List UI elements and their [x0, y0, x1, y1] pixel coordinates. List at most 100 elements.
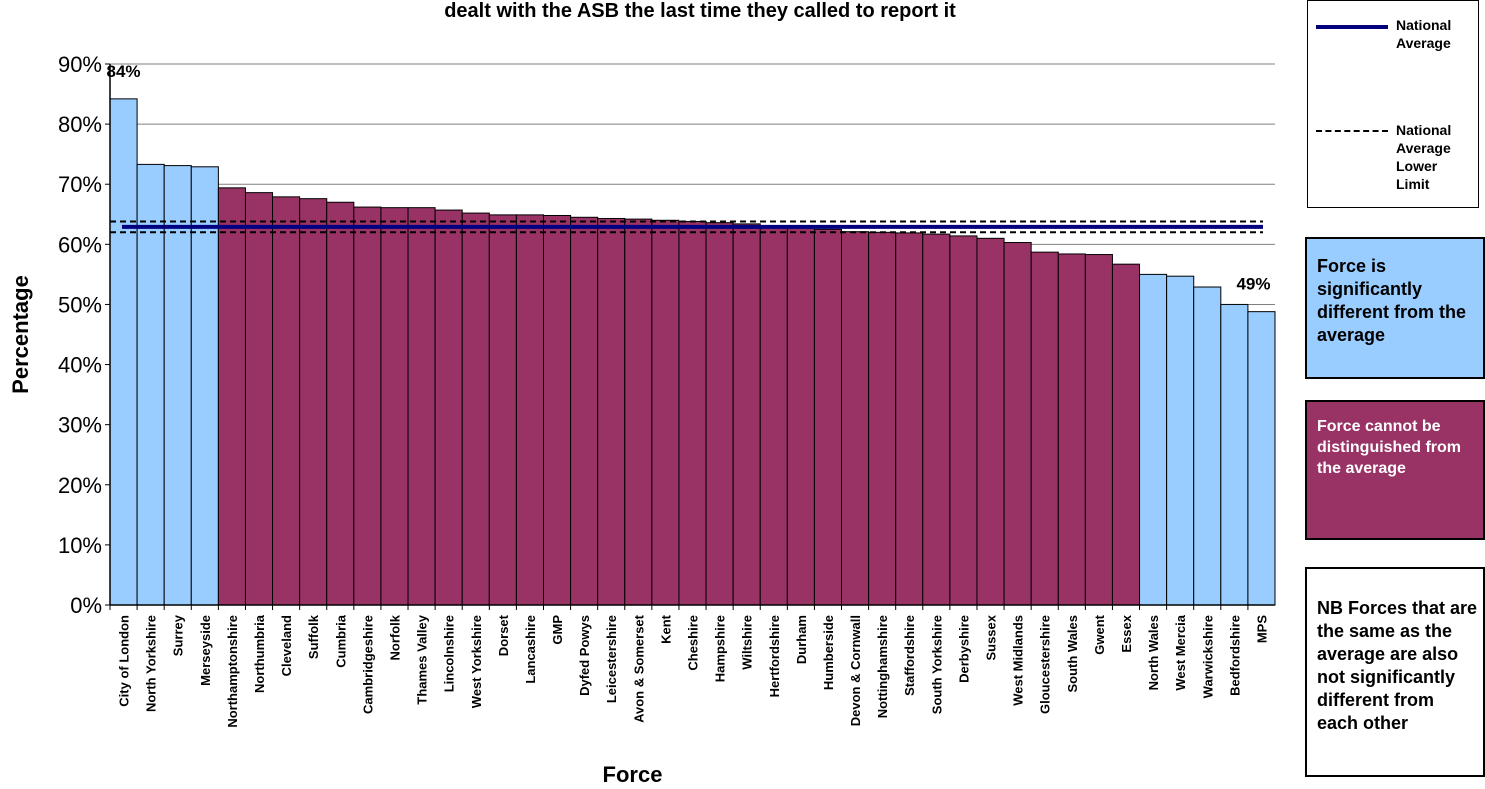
x-tick-label: Avon & Somerset — [631, 614, 646, 723]
x-tick-label: Suffolk — [306, 614, 321, 659]
x-tick-label: Kent — [658, 614, 673, 644]
bar — [407, 207, 436, 606]
bar — [190, 166, 219, 606]
legend-lower-limit-swatch — [1316, 130, 1388, 132]
bar — [841, 231, 870, 606]
bar — [732, 223, 761, 606]
x-tick-label: Nottinghamshire — [875, 615, 890, 718]
bar — [380, 207, 409, 606]
bar — [705, 222, 734, 606]
legend: National Average National Average Lower … — [1307, 0, 1479, 208]
x-tick-label: West Mercia — [1173, 614, 1188, 690]
bar — [515, 214, 544, 606]
bar — [1139, 273, 1168, 606]
x-tick-label: Gloucestershire — [1038, 615, 1053, 714]
bar — [651, 219, 680, 606]
y-tick-label: 10% — [58, 533, 102, 558]
x-tick-label: Wiltshire — [740, 615, 755, 670]
x-tick-label: Cheshire — [686, 615, 701, 671]
x-tick-label: Thames Valley — [415, 614, 430, 704]
bar — [434, 209, 463, 606]
x-tick-label: Humberside — [821, 615, 836, 690]
bar — [326, 201, 355, 606]
legend-national-average-swatch — [1316, 25, 1388, 29]
note-not-distinguished: Force cannot be distinguished from the a… — [1305, 400, 1485, 540]
bar — [299, 198, 328, 606]
x-tick-label: Bedfordshire — [1227, 615, 1242, 696]
x-tick-label: Norfolk — [387, 614, 402, 660]
bar — [353, 206, 382, 606]
y-tick-label: 0% — [70, 593, 102, 618]
legend-national-average-label: National Average — [1396, 17, 1452, 51]
y-tick-label: 90% — [58, 52, 102, 77]
x-tick-label: City of London — [117, 615, 132, 707]
data-labels: 84% 49% — [107, 62, 1271, 294]
note-significant: Force is significantly different from th… — [1305, 237, 1485, 379]
x-tick-label: Cambridgeshire — [360, 615, 375, 714]
x-tick-label: South Wales — [1065, 615, 1080, 693]
bar — [1084, 254, 1113, 606]
bars — [109, 98, 1276, 606]
bar — [163, 165, 192, 606]
x-tick-label: Gwent — [1092, 614, 1107, 654]
bar — [597, 217, 626, 606]
bar — [895, 232, 924, 606]
x-tick-label: Cumbria — [333, 614, 348, 668]
x-tick-label: Hampshire — [713, 615, 728, 682]
x-axis-label: Force — [603, 762, 663, 787]
y-axis-label: Percentage — [8, 275, 33, 394]
y-tick-label: 70% — [58, 172, 102, 197]
bar — [1220, 303, 1249, 606]
y-tick-labels: 0% 10% 20% 30% 40% 50% 60% 70% 80% 90% — [58, 52, 102, 618]
y-tick-label: 30% — [58, 413, 102, 438]
data-label: 49% — [1236, 275, 1270, 294]
x-tick-label: Surrey — [171, 614, 186, 656]
x-tick-label: Dorset — [496, 614, 511, 656]
y-tick-label: 80% — [58, 112, 102, 137]
x-tick-label: Derbyshire — [956, 615, 971, 683]
bar — [570, 216, 599, 606]
x-tick-label: Hertfordshire — [767, 615, 782, 697]
chart-title: dealt with the ASB the last time they ca… — [444, 0, 956, 22]
bar — [542, 214, 572, 606]
bar-chart: 0% 10% 20% 30% 40% 50% 60% 70% 80% 90% City of Lo… — [8, 52, 1276, 787]
x-tick-label: North Yorkshire — [144, 615, 159, 712]
bar — [1030, 251, 1059, 606]
note-nb: NB Forces that are the same as the avera… — [1305, 567, 1485, 777]
bar — [1111, 263, 1141, 606]
x-tick-label: GMP — [550, 615, 565, 645]
bar — [624, 218, 653, 606]
x-tick-label: Northumbria — [252, 614, 267, 693]
x-tick-label: Durham — [794, 615, 809, 664]
y-tick-label: 20% — [58, 473, 102, 498]
x-tick-label: Leicestershire — [604, 615, 619, 703]
x-tick-label: South Yorkshire — [929, 615, 944, 714]
y-tick-label: 40% — [58, 353, 102, 378]
x-tick-label: MPS — [1254, 615, 1269, 644]
bar — [786, 227, 815, 606]
x-tick-label: Cleveland — [279, 615, 294, 676]
bar — [1057, 253, 1086, 606]
bar — [678, 220, 707, 606]
y-tick-label: 60% — [58, 232, 102, 257]
bar — [813, 228, 843, 606]
legend-lower-limit-label: National Average Lower Limit — [1396, 122, 1452, 192]
bar — [109, 98, 138, 606]
x-tick-label: Warwickshire — [1200, 615, 1215, 698]
bar — [868, 231, 897, 606]
x-tick-label: Lincolnshire — [442, 615, 457, 692]
x-tick-label: Essex — [1119, 614, 1134, 652]
x-tick-label: Lancashire — [523, 615, 538, 684]
bar — [922, 233, 951, 606]
x-tick-label: West Yorkshire — [469, 615, 484, 708]
bar — [1247, 311, 1276, 606]
bar — [461, 212, 490, 606]
bar — [949, 235, 978, 606]
bar — [1193, 286, 1222, 606]
x-tick-label: North Wales — [1146, 615, 1161, 690]
data-label: 84% — [107, 62, 141, 81]
bar — [217, 187, 246, 606]
bar — [759, 225, 788, 606]
x-tick-label: Staffordshire — [902, 615, 917, 696]
reference-lines — [110, 220, 1263, 234]
